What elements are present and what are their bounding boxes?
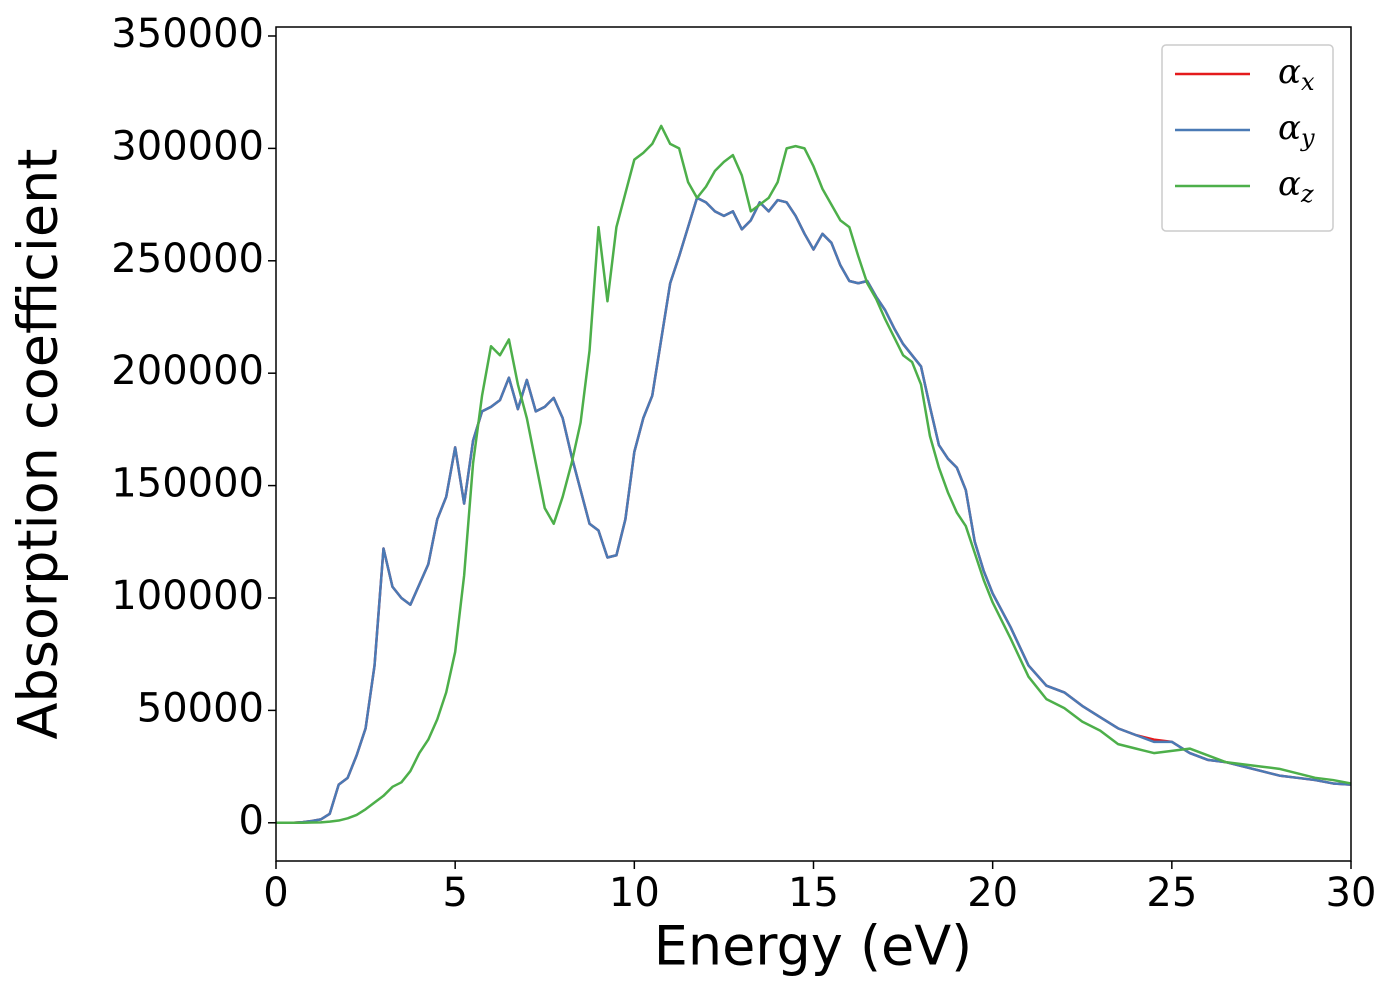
legend-box xyxy=(1161,44,1334,232)
y-tick-label: 50000 xyxy=(137,685,264,731)
legend-label: αz xyxy=(1278,164,1314,208)
plot-frame xyxy=(275,26,1352,862)
series-line xyxy=(276,196,1352,825)
x-tick-label: 15 xyxy=(788,870,839,916)
y-tick-label: 100000 xyxy=(111,573,264,619)
y-tick-label: 0 xyxy=(239,798,264,844)
x-tick-label: 20 xyxy=(967,870,1018,916)
x-tick-label: 25 xyxy=(1146,870,1197,916)
y-tick-label: 300000 xyxy=(111,123,264,169)
legend-label: αy xyxy=(1278,108,1315,152)
y-tick-label: 150000 xyxy=(111,461,264,507)
x-tick-label: 0 xyxy=(263,870,288,916)
y-axis-label: Absorption coefficient xyxy=(7,149,70,740)
y-tick-label: 350000 xyxy=(111,11,264,57)
x-axis-label: Energy (eV) xyxy=(654,915,973,978)
y-tick-label: 250000 xyxy=(111,236,264,282)
y-tick-label: 200000 xyxy=(111,348,264,394)
x-tick-label: 5 xyxy=(442,870,467,916)
x-tick-label: 10 xyxy=(609,870,660,916)
legend-label: αx xyxy=(1278,52,1315,96)
series-line xyxy=(276,124,1352,825)
x-tick-label: 30 xyxy=(1326,870,1377,916)
series-line xyxy=(276,196,1352,825)
